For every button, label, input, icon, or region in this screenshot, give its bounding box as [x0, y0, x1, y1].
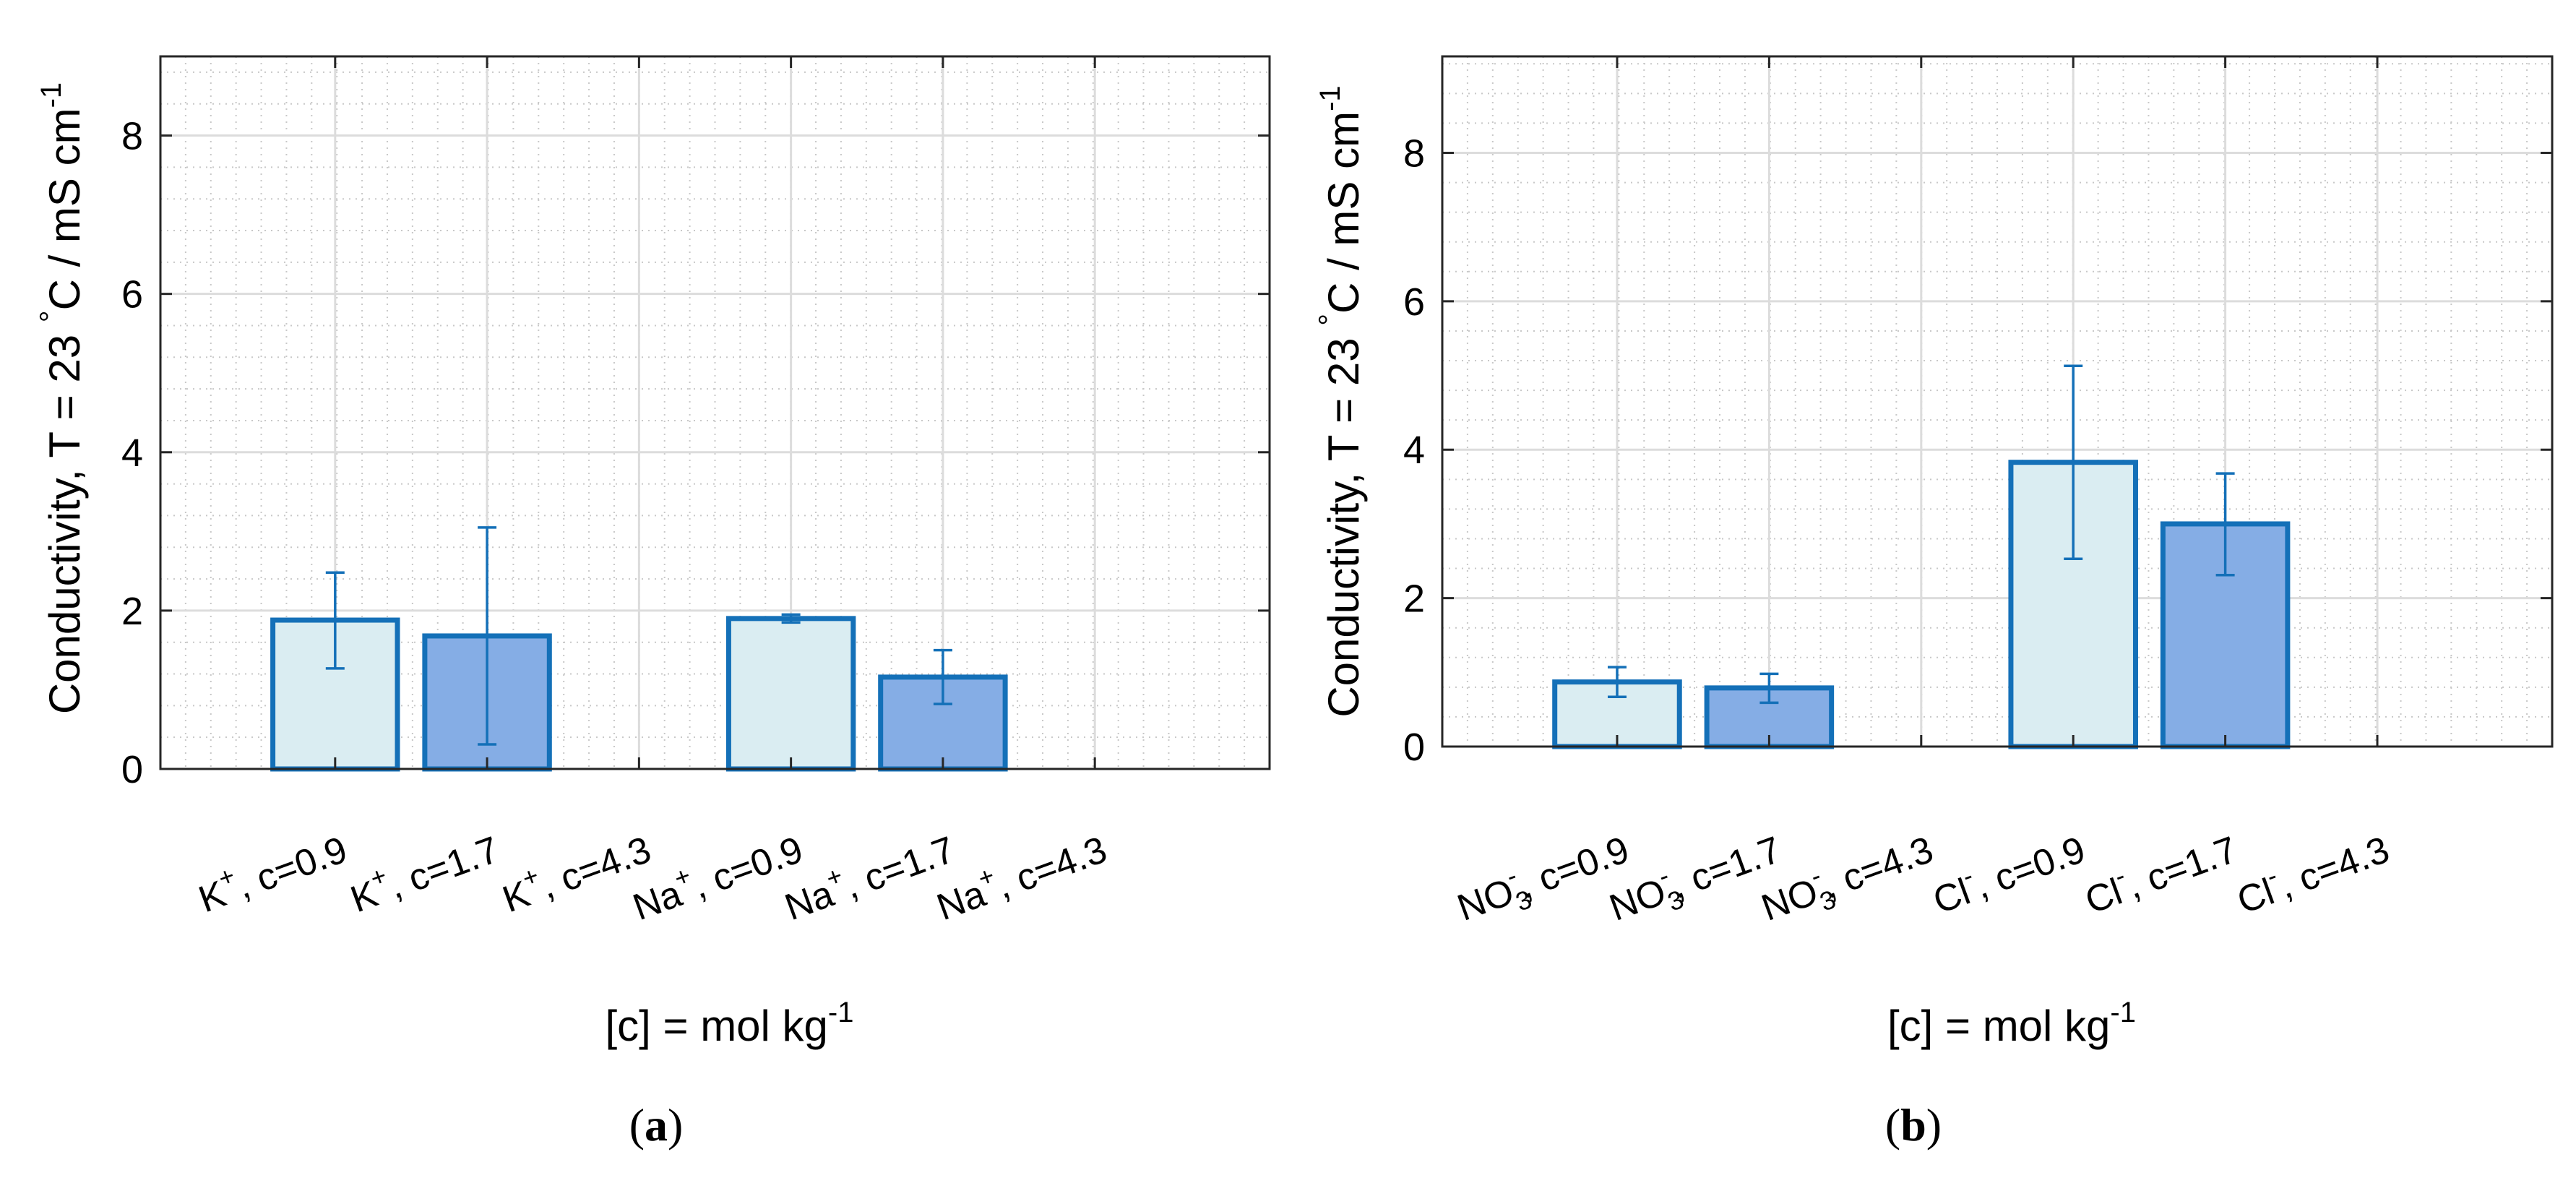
x-tick-label-b-3: Cl-, c=0.9 [1925, 821, 2090, 922]
y-axis-label-unit: C / mS cm [40, 108, 89, 310]
error-bar-a-0 [325, 571, 345, 670]
y-axis-label-exponent: -1 [35, 82, 67, 108]
y-tick-label: 0 [121, 748, 143, 791]
error-bar-a-4 [933, 648, 952, 705]
x-tick-label-b-1: NO3-, c=1.7 [1601, 821, 1789, 936]
axes-box-a [159, 55, 1271, 770]
panel-a-caption: (a) [629, 1099, 684, 1151]
x-tick-label-a-3: Na+, c=0.9 [625, 821, 809, 929]
bar-a-3 [725, 616, 856, 772]
error-bar-a-1 [478, 526, 497, 746]
x-tick-label-a-4: Na+, c=1.7 [777, 821, 960, 929]
chart-panel-a: 0 2 4 6 8 K+, c=0.9K+, c=1.7K+, c=4.3Na+, c=0… [33, 55, 1271, 1050]
x-tick-label-a-1: K+, c=1.7 [343, 821, 504, 921]
y-axis-label-main: Conductivity, T = 23 [40, 322, 89, 714]
y-axis-label-unit: C / mS cm [1319, 111, 1368, 314]
x-tick-label-b-2: NO3-, c=4.3 [1754, 821, 1942, 936]
y-tick-label: 2 [121, 590, 143, 633]
x-axis-label-main: [c] = mol kg [1887, 1002, 2110, 1050]
tick-concentration: , c=0.9 [1969, 829, 2090, 907]
y-axis-label-main: Conductivity, T = 23 [1319, 326, 1368, 718]
y-tick-label: 8 [121, 115, 143, 158]
tick-concentration: , c=4.3 [1817, 829, 1939, 907]
y-tick-label: 6 [1403, 280, 1425, 324]
x-tick-label-b-5: Cl-, c=4.3 [2229, 821, 2395, 922]
panel-b-caption: (b) [1884, 1099, 1942, 1151]
y-axis-label-degree: ° [1312, 314, 1346, 326]
tick-concentration: , c=1.7 [2121, 829, 2243, 907]
y-axis-label-degree: ° [33, 310, 67, 322]
minor-grid-b [1442, 56, 2552, 747]
axes-box-b [1441, 55, 2554, 748]
x-tick-label-a-5: Na+, c=4.3 [929, 821, 1112, 929]
x-tick-label-b-4: Cl-, c=1.7 [2077, 821, 2243, 922]
x-tick-label-a-2: K+, c=4.3 [494, 821, 656, 921]
minor-grid-a [160, 56, 1270, 769]
x-axis-label-exponent: -1 [2110, 997, 2136, 1028]
x-tick-label-b-0: NO3-, c=0.9 [1449, 821, 1637, 936]
x-axis-label-b: [c] = mol kg-1 [1887, 997, 2136, 1050]
error-bar-a-3 [781, 613, 801, 624]
tick-concentration: , c=0.9 [231, 829, 353, 907]
y-tick-label: 2 [1403, 577, 1425, 621]
x-tick-label-a-0: K+, c=0.9 [191, 821, 353, 921]
y-tick-label: 4 [121, 431, 143, 475]
y-axis-label-exponent: -1 [1314, 85, 1346, 111]
y-tick-label: 4 [1403, 429, 1425, 472]
tick-concentration: , c=1.7 [383, 829, 504, 907]
error-bar-b-4 [2215, 472, 2235, 577]
y-tick-label: 0 [1403, 726, 1425, 769]
y-axis-label-a: Conductivity, T = 23 °C / mS cm-1 [33, 82, 89, 714]
tick-concentration: , c=4.3 [2273, 829, 2395, 907]
y-axis-label-b: Conductivity, T = 23 °C / mS cm-1 [1312, 85, 1368, 717]
y-tick-label: 6 [121, 273, 143, 317]
x-axis-label-a: [c] = mol kg-1 [605, 997, 853, 1050]
error-bar-b-3 [2064, 364, 2083, 560]
error-bar-b-1 [1759, 672, 1779, 705]
x-axis-label-main: [c] = mol kg [605, 1002, 827, 1050]
error-bar-b-0 [1607, 666, 1627, 698]
x-axis-label-exponent: -1 [828, 997, 854, 1028]
tick-concentration: , c=4.3 [991, 829, 1112, 907]
y-tick-label: 8 [1403, 132, 1425, 175]
